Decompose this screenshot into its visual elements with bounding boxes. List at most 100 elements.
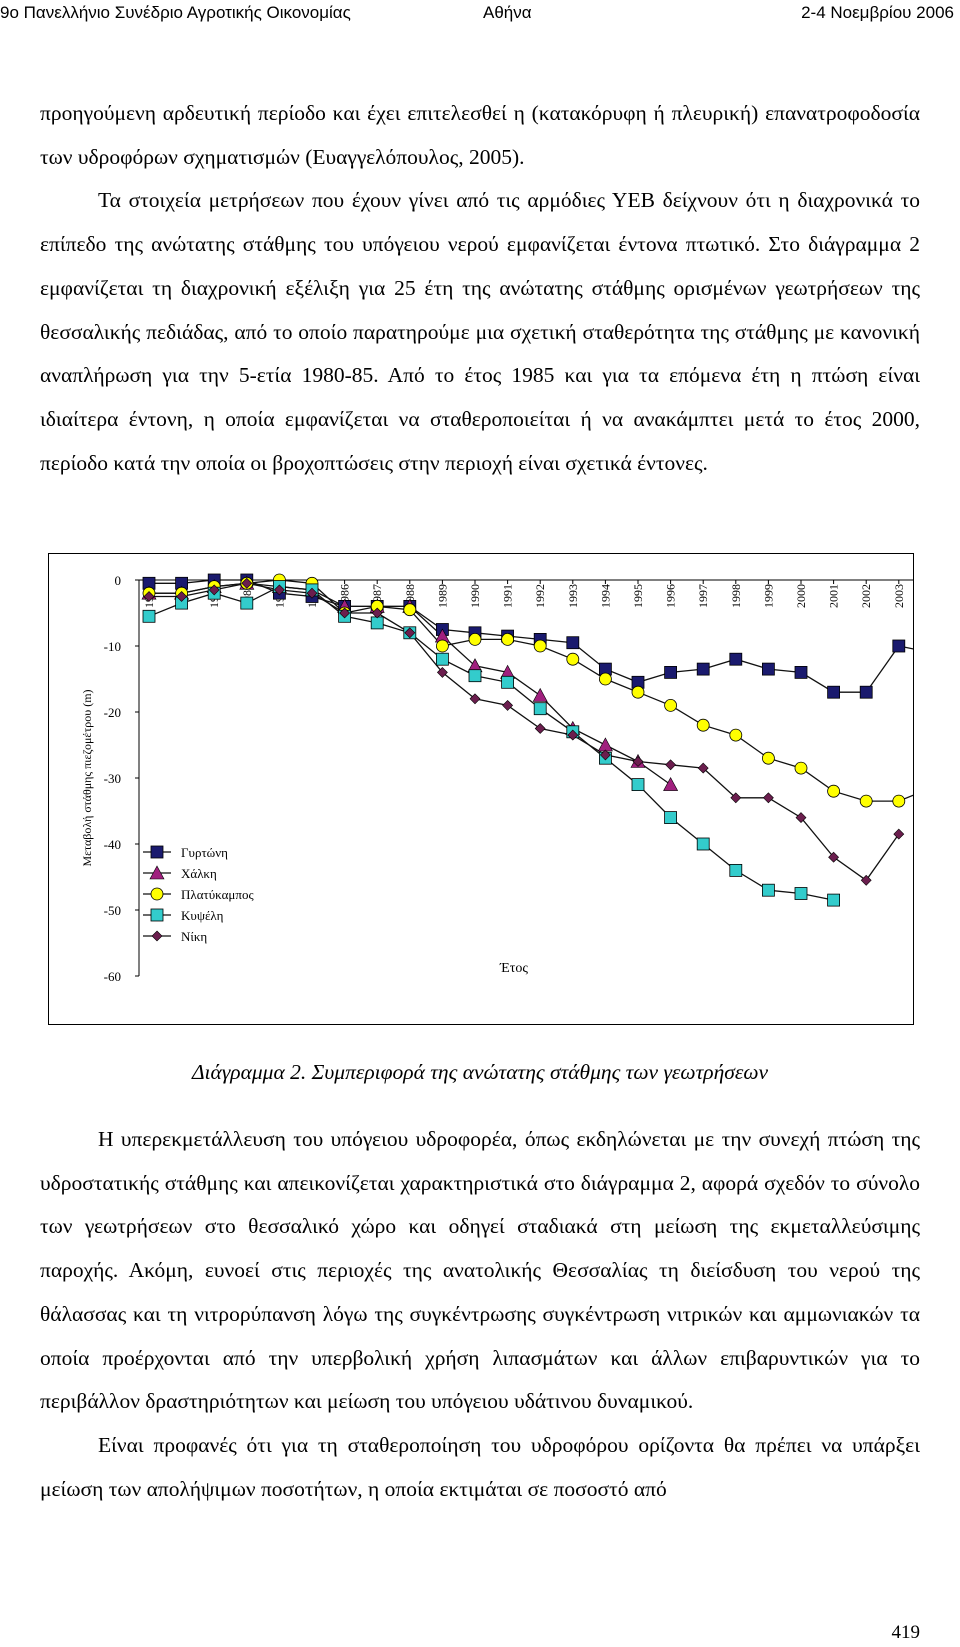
figure-caption: Διάγραμμα 2. Συμπεριφορά της ανώτατης στ… — [191, 1060, 769, 1084]
body-text: Η υπερεκμετάλλευση του υπόγειου υδροφορέ… — [40, 1118, 920, 1511]
y-tick-label: -60 — [104, 969, 121, 984]
intro-continuation-paragraph: προηγούμενη αρδευτική περίοδο και έχει ε… — [40, 101, 920, 169]
y-tick-label: -40 — [104, 837, 121, 852]
data-point — [240, 596, 254, 610]
data-point — [501, 675, 515, 689]
data-point — [795, 812, 807, 824]
data-point — [762, 751, 775, 765]
y-axis-title: Μεταβολή στάθμης πιεζομέτρου (m) — [80, 689, 94, 866]
y-tick-label: -10 — [104, 639, 121, 654]
header-dates: 2-4 Νοεμβρίου 2006 — [801, 3, 954, 22]
x-tick-label: 1995 — [631, 584, 645, 608]
intro-text: προηγούμενη αρδευτική περίοδο και έχει ε… — [40, 92, 920, 485]
data-point — [664, 811, 677, 825]
data-point — [436, 666, 448, 678]
data-point — [404, 627, 416, 639]
data-point — [762, 883, 775, 897]
header-city: Αθήνα — [483, 3, 532, 22]
series-line — [148, 585, 834, 901]
data-point — [665, 759, 677, 771]
y-tick-label: 0 — [115, 573, 122, 588]
x-tick-label: 1996 — [664, 584, 678, 608]
data-point — [370, 616, 384, 630]
data-point — [664, 698, 677, 712]
data-point — [566, 652, 580, 666]
data-point — [533, 639, 547, 653]
x-tick-label: 1994 — [598, 584, 612, 608]
data-point — [827, 685, 840, 699]
x-axis-title: Έτος — [499, 961, 528, 976]
series-line — [149, 582, 900, 882]
x-tick-label: 1997 — [696, 584, 710, 608]
data-point — [859, 685, 873, 699]
data-point — [729, 652, 743, 666]
x-tick-label: 1989 — [435, 584, 449, 608]
x-tick-label: 2002 — [859, 584, 873, 608]
data-point — [632, 756, 644, 767]
data-point — [533, 702, 547, 716]
x-tick-label: 1999 — [761, 584, 775, 608]
data-point — [371, 607, 383, 619]
x-tick-label: 1998 — [729, 584, 743, 608]
data-point — [892, 639, 906, 653]
groundwater-level-chart: 0-10-20-30-40-50-60198019811982198319841… — [80, 573, 913, 984]
data-point — [860, 874, 872, 886]
data-point — [827, 784, 840, 798]
data-point — [696, 718, 710, 732]
y-tick-label: -20 — [104, 705, 121, 720]
data-point — [794, 887, 808, 900]
legend-marker — [150, 845, 164, 859]
data-point — [435, 639, 449, 653]
data-point — [696, 837, 710, 851]
legend-marker — [150, 887, 164, 901]
data-point — [501, 633, 515, 646]
legend-entry: Πλατύκαμπος — [181, 887, 254, 902]
x-tick-label: 1993 — [566, 584, 580, 608]
data-point — [663, 776, 679, 791]
data-point — [794, 761, 808, 775]
header-conference: 9ο Πανελλήνιο Συνέδριο Αγροτικής Οικονομ… — [0, 3, 351, 22]
data-point — [534, 723, 546, 734]
chart-frame: 0-10-20-30-40-50-60198019811982198319841… — [48, 553, 914, 1025]
x-tick-label: 1990 — [468, 584, 482, 608]
data-point — [697, 762, 709, 774]
data-point — [468, 669, 482, 683]
data-point — [403, 603, 417, 617]
x-tick-label: 2001 — [827, 584, 841, 608]
data-point — [143, 591, 155, 602]
legend-entry: Κυψέλη — [181, 908, 224, 923]
data-point — [599, 749, 611, 761]
x-tick-label: 2000 — [794, 584, 808, 608]
data-point — [502, 699, 514, 711]
legend-entry: Νίκη — [181, 929, 207, 944]
body-paragraph-2: Είναι προφανές ότι για τη σταθεροποίηση … — [40, 1432, 920, 1501]
y-tick-label: -50 — [104, 903, 121, 918]
data-point — [794, 666, 808, 679]
data-point — [468, 633, 482, 646]
data-point — [273, 584, 285, 596]
data-point — [730, 792, 742, 804]
body-paragraph-1: Η υπερεκμετάλλευση του υπόγειου υδροφορέ… — [40, 1127, 920, 1414]
data-point — [142, 609, 156, 623]
page-number: 419 — [891, 1622, 921, 1643]
data-point — [469, 693, 481, 705]
data-point — [827, 893, 840, 907]
data-point — [567, 729, 579, 741]
data-point — [828, 851, 840, 863]
data-point — [892, 794, 906, 808]
data-point — [532, 687, 548, 702]
legend-marker — [151, 930, 163, 942]
x-tick-label: 2003 — [892, 584, 906, 608]
data-point — [729, 863, 743, 877]
data-point — [306, 587, 318, 599]
legend-marker — [149, 865, 165, 880]
y-tick-label: -30 — [104, 771, 121, 786]
data-point — [762, 792, 774, 804]
x-tick-label: 1992 — [533, 584, 547, 608]
page-header: 9ο Πανελλήνιο Συνέδριο Αγροτικής Οικονομ… — [0, 0, 960, 30]
data-point — [435, 652, 449, 666]
data-point — [599, 672, 612, 686]
data-point — [208, 584, 220, 596]
data-point — [729, 728, 743, 742]
data-point — [597, 737, 613, 752]
